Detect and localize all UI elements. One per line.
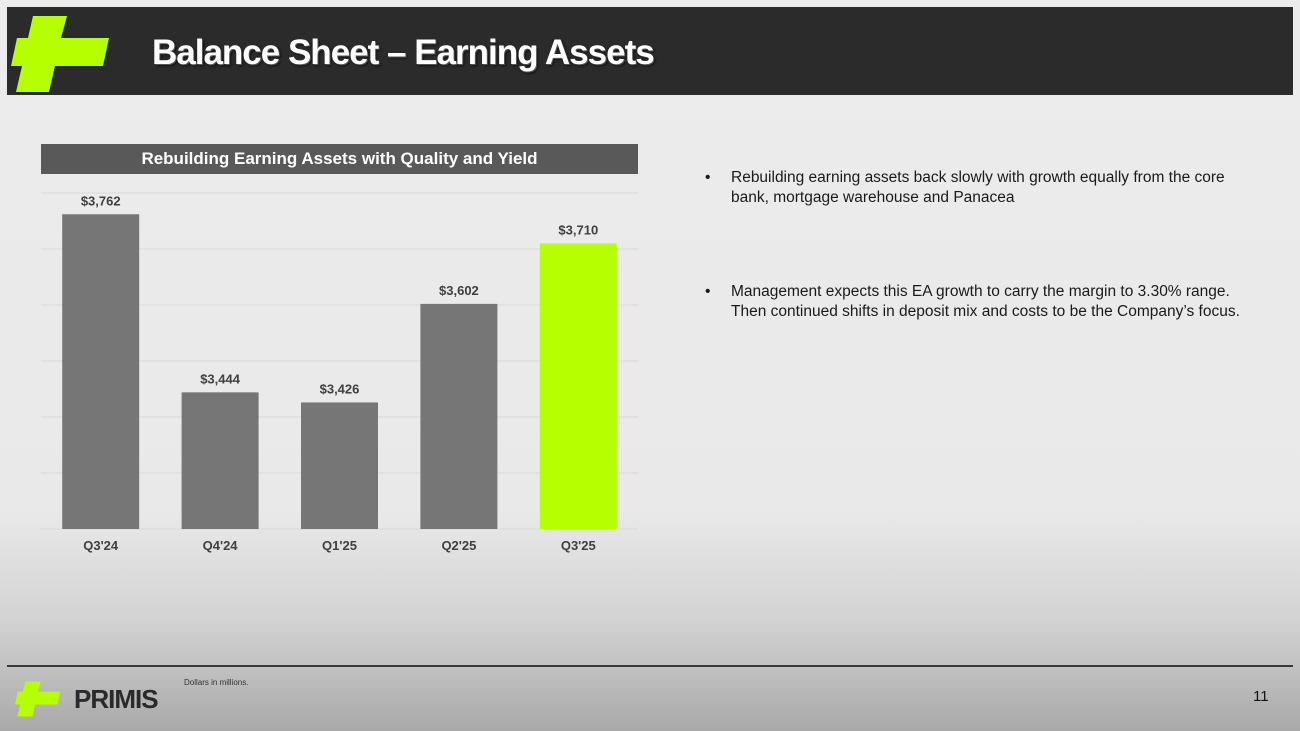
bar [539,243,617,529]
primis-logo-icon [11,16,109,92]
data-label: $3,444 [200,371,241,386]
bar [181,392,259,529]
data-label: $3,602 [439,283,479,298]
page-number: 11 [1253,688,1269,705]
x-tick-label: Q4'24 [203,538,239,553]
page-title: Balance Sheet – Earning Assets [152,33,655,72]
x-tick-label: Q3'25 [561,538,596,553]
bullet-glyph: • [705,283,711,300]
footer-divider [7,665,1293,667]
bar [62,214,140,529]
data-label: $3,426 [320,381,360,396]
brand-name: PRIMIS [74,684,159,714]
bar-chart: $3,762 Q3'24 $3,444 Q4'24 $3,426 Q1'25 $3,602 Q… [41,192,638,553]
x-tick-label: Q2'25 [441,538,476,553]
bar [301,402,378,529]
primis-logo-icon [15,681,61,717]
footnote: Dollars in millions. [184,678,249,687]
bullet-list: • Rebuilding earning assets back slowly … [705,168,1245,322]
data-label: $3,710 [558,222,598,237]
header-bar: Balance Sheet – Earning Assets [7,7,1293,95]
bullet-text: Management expects this EA growth to car… [731,283,1240,320]
bar [420,303,498,529]
bullet-item: • Management expects this EA growth to c… [705,282,1245,322]
bullet-text: Rebuilding earning assets back slowly wi… [731,169,1225,206]
bullet-glyph: • [705,169,711,186]
chart-title-banner: Rebuilding Earning Assets with Quality a… [41,144,638,174]
data-label: $3,762 [81,193,121,208]
x-tick-label: Q3'24 [83,538,119,553]
x-tick-label: Q1'25 [322,538,357,553]
bullet-item: • Rebuilding earning assets back slowly … [705,168,1245,208]
